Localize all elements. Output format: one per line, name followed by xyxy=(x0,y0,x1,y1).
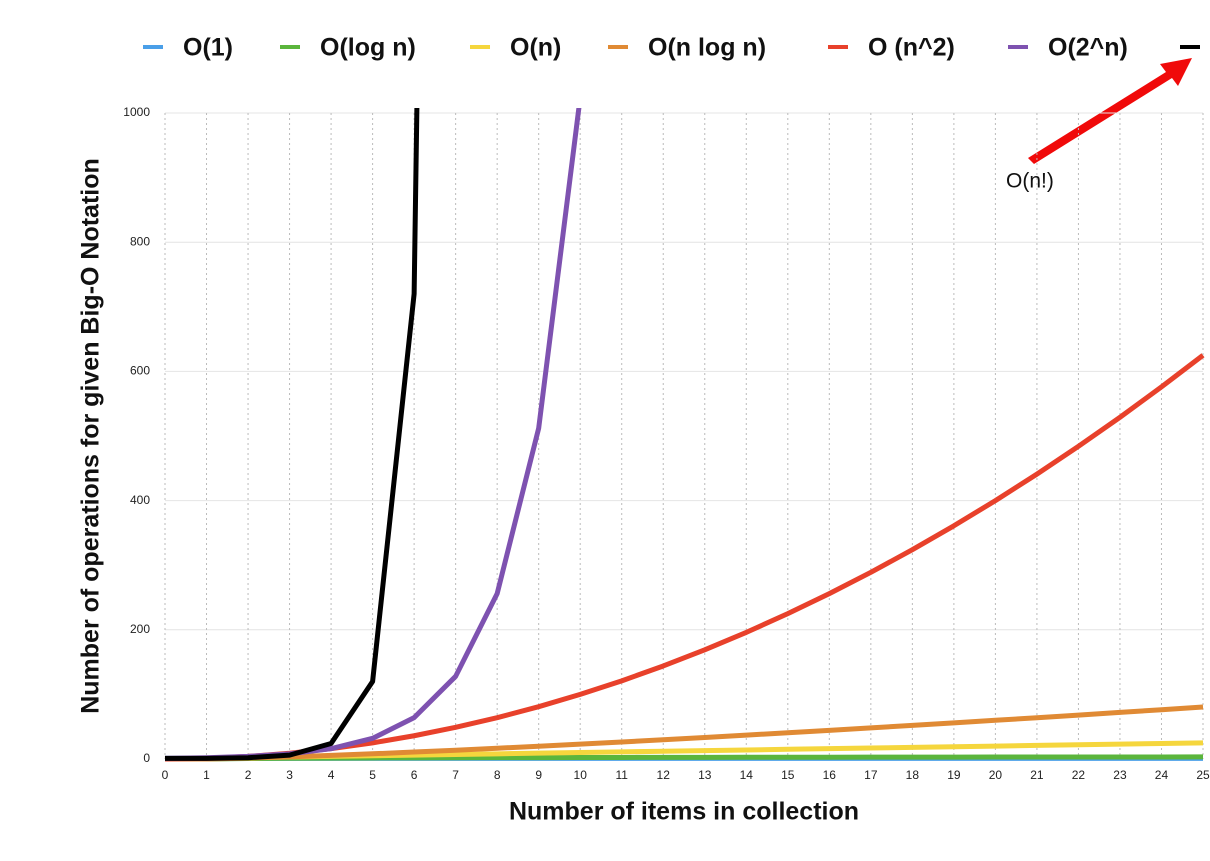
y-tick-label: 600 xyxy=(130,364,150,378)
x-tick-label: 7 xyxy=(452,768,459,782)
y-tick-label: 400 xyxy=(130,493,150,507)
x-tick-label: 21 xyxy=(1030,768,1044,782)
x-tick-label: 19 xyxy=(947,768,961,782)
series-line xyxy=(164,353,1205,762)
x-tick-label: 10 xyxy=(574,768,588,782)
x-tick-label: 3 xyxy=(286,768,293,782)
y-tick-label: 200 xyxy=(130,622,150,636)
y-tick-label: 1000 xyxy=(123,105,150,119)
x-tick-label: 20 xyxy=(989,768,1003,782)
y-axis-title: Number of operations for given Big-O Not… xyxy=(77,158,105,714)
legend-label: O(n) xyxy=(510,34,561,62)
annotation: O(n!) xyxy=(1006,170,1054,193)
legend-label: O(1) xyxy=(183,34,233,62)
legend-label: O(2^n) xyxy=(1048,34,1128,62)
x-tick-label: 1 xyxy=(203,768,210,782)
x-tick-label: 4 xyxy=(328,768,335,782)
x-axis-title: Number of items in collection xyxy=(509,798,859,826)
y-tick-label: 800 xyxy=(130,234,150,248)
x-tick-label: 14 xyxy=(740,768,754,782)
x-tick-label: 11 xyxy=(615,768,628,782)
plot-area xyxy=(164,108,1205,762)
x-tick-label: 25 xyxy=(1196,768,1210,782)
x-tick-label: 9 xyxy=(535,768,542,782)
x-tick-label: 24 xyxy=(1155,768,1169,782)
series-line xyxy=(165,108,420,761)
x-tick-label: 2 xyxy=(245,768,252,782)
y-tick-label: 0 xyxy=(143,751,150,765)
x-tick-label: 0 xyxy=(162,768,169,782)
x-tick-label: 18 xyxy=(906,768,920,782)
x-tick-label: 8 xyxy=(494,768,501,782)
x-tick-label: 23 xyxy=(1113,768,1127,782)
x-tick-label: 16 xyxy=(823,768,837,782)
x-tick-label: 22 xyxy=(1072,768,1086,782)
x-tick-label: 12 xyxy=(657,768,671,782)
x-tick-label: 17 xyxy=(864,768,878,782)
legend-label: O(n log n) xyxy=(648,34,766,62)
x-tick-label: 13 xyxy=(698,768,712,782)
x-tick-label: 15 xyxy=(781,768,795,782)
x-tick-label: 5 xyxy=(369,768,376,782)
series-line xyxy=(165,704,1204,762)
x-tick-label: 6 xyxy=(411,768,418,782)
legend-label: O(log n) xyxy=(320,34,416,62)
annotation-arrow xyxy=(1028,58,1192,164)
legend-label: O (n^2) xyxy=(868,34,955,62)
